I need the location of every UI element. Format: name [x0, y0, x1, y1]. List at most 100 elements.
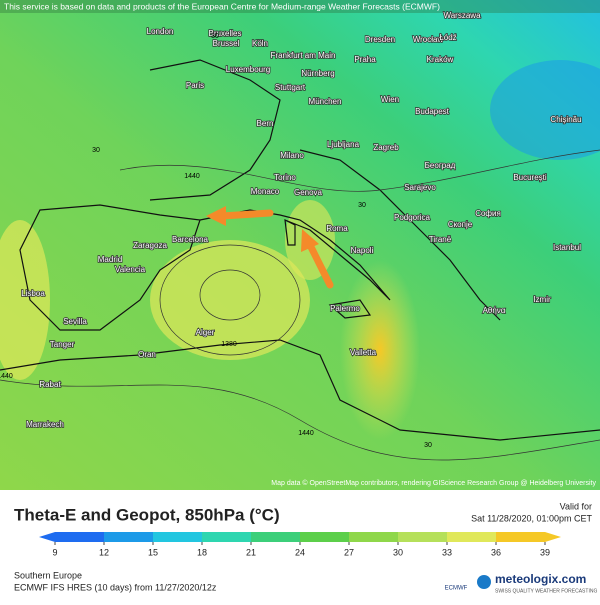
colorbar-segment	[55, 532, 104, 542]
city-label: Lisboa	[21, 289, 45, 298]
city-label: Београд	[425, 161, 456, 170]
cold-area	[490, 60, 600, 160]
contour-label: 30	[358, 202, 366, 209]
colorbar-tick-label: 39	[540, 547, 550, 557]
colorbar-tick-label: 12	[99, 547, 109, 557]
city-label: Sarajevo	[404, 183, 436, 192]
colorbar-tick-label: 36	[491, 547, 501, 557]
city-label: Kraków	[427, 55, 454, 64]
arrow	[306, 241, 334, 289]
notice: This service is based on data and produc…	[4, 1, 440, 11]
logo-ecmwf: ECMWF	[445, 586, 468, 592]
city-label: Paris	[186, 81, 204, 90]
city-label: Izmir	[533, 295, 551, 304]
city-label: Wien	[381, 95, 399, 104]
attribution: Map data © OpenStreetMap contributors, r…	[271, 479, 596, 487]
city-label: Frankfurt am Main	[271, 51, 336, 60]
colorbar-segment	[300, 532, 349, 542]
contour-label: 1380	[221, 341, 237, 348]
colorbar-segment	[251, 532, 300, 542]
warm-area	[340, 260, 420, 440]
colorbar-segment	[398, 532, 447, 542]
city-label: Скопје	[448, 220, 473, 229]
colorbar-arrow	[39, 532, 55, 542]
city-label: Bucureşti	[513, 173, 547, 182]
contour-label: 1440	[184, 173, 200, 180]
logo-brand: meteologix.com	[495, 572, 586, 586]
city-label: Bern	[257, 119, 274, 128]
city-label: Nürnberg	[301, 69, 334, 78]
city-label: Tiranë	[429, 235, 452, 244]
title: Theta-E and Geopot, 850hPa (°C)	[14, 505, 280, 524]
colorbar-tick-label: 33	[442, 547, 452, 557]
city-label: Budapest	[415, 107, 450, 116]
logo-icon	[477, 575, 491, 589]
city-label: Madrid	[98, 255, 122, 264]
city-label: Brussel	[213, 39, 240, 48]
colorbar-tick-label: 21	[246, 547, 256, 557]
city-label: Marrakech	[26, 420, 64, 429]
model: ECMWF IFS HRES (10 days) from 11/27/2020…	[14, 582, 217, 592]
city-label: Ljubljana	[327, 140, 360, 149]
city-label: Oran	[138, 350, 156, 359]
city-label: Zagreb	[373, 143, 399, 152]
city-label: Istanbul	[553, 243, 581, 252]
city-label: Barcelona	[172, 235, 209, 244]
region: Southern Europe	[14, 570, 82, 580]
colorbar-tick-label: 27	[344, 547, 354, 557]
city-label: Roma	[326, 224, 348, 233]
colorbar-tick-label: 30	[393, 547, 403, 557]
city-label: Valencia	[115, 265, 146, 274]
city-label: Palermo	[330, 304, 360, 313]
city-label: Łódź	[439, 33, 456, 42]
colorbar-tick-label: 9	[52, 547, 57, 557]
colorbar-segment	[349, 532, 398, 542]
map: This service is based on data and produc…	[0, 0, 600, 490]
colorbar-tick-label: 15	[148, 547, 158, 557]
city-label: Genova	[294, 188, 323, 197]
warm-area	[150, 240, 310, 360]
colorbar-segment	[496, 532, 545, 542]
contour-label: 1440	[298, 430, 314, 437]
colorbar-segment	[202, 532, 251, 542]
city-label: Rabat	[39, 380, 61, 389]
city-label: Luxembourg	[226, 65, 270, 74]
notice-bg	[0, 0, 600, 13]
city-label: Torino	[274, 173, 296, 182]
warm-area	[0, 220, 50, 380]
contour-label: 1440	[0, 373, 13, 380]
contour-label: 30	[92, 147, 100, 154]
contour-label: 30	[211, 33, 219, 40]
city-label: Milano	[280, 151, 304, 160]
colorbar-segment	[447, 532, 496, 542]
valid-label: Valid for	[560, 501, 592, 511]
city-label: Dresden	[365, 35, 395, 44]
city-label: Praha	[354, 55, 376, 64]
city-label: Αθήνα	[483, 306, 506, 315]
colorbar-arrow	[545, 532, 561, 542]
city-label: Köln	[252, 39, 268, 48]
contours	[0, 149, 600, 461]
city-label: London	[147, 27, 174, 36]
colorbar-segment	[104, 532, 153, 542]
city-label: Podgorica	[394, 213, 431, 222]
city-label: Bruxelles	[209, 29, 242, 38]
city-label: Napoli	[351, 246, 374, 255]
city-label: Chişinău	[550, 115, 581, 124]
city-label: Tanger	[50, 340, 75, 349]
city-label: Sevilla	[63, 317, 87, 326]
city-label: Zaragoza	[133, 241, 167, 250]
city-label: München	[309, 97, 342, 106]
arrow-head	[206, 206, 226, 226]
city-label: Alger	[196, 328, 215, 337]
city-label: София	[475, 209, 501, 218]
city-label: Monaco	[251, 187, 280, 196]
colorbar-tick-label: 24	[295, 547, 305, 557]
colorbar-tick-label: 18	[197, 547, 207, 557]
contour-label: 30	[424, 442, 432, 449]
city-label: Wrocław	[413, 35, 444, 44]
city-label: Valletta	[350, 348, 377, 357]
colorbar-segment	[153, 532, 202, 542]
arrow-head	[301, 229, 319, 252]
